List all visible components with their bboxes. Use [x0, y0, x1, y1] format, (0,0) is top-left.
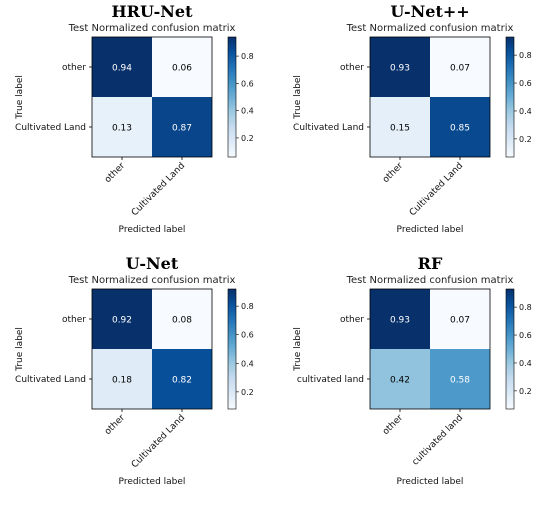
- y-tick-label: cultivated land: [297, 375, 364, 385]
- matrix-cell: [152, 289, 212, 349]
- colorbar-tick-label: 0.2: [519, 387, 532, 396]
- matrix-cell: [92, 97, 152, 157]
- colorbar-tick-label: 0.8: [241, 302, 254, 311]
- matrix-cell: [92, 37, 152, 97]
- colorbar-tick-label: 0.4: [519, 107, 532, 116]
- cell-value-label: 0.94: [112, 64, 132, 74]
- y-tick-label: Cultivated Land: [15, 123, 86, 133]
- cell-value-label: 0.58: [450, 376, 470, 386]
- colorbar-tick-label: 0.4: [519, 359, 532, 368]
- matrix-cell: [92, 349, 152, 409]
- x-tick-label: other: [103, 413, 127, 437]
- colorbar-tick-label: 0.6: [519, 79, 532, 88]
- x-tick-label: cultivated land: [411, 413, 466, 468]
- colorbar-tick-label: 0.8: [241, 52, 254, 61]
- cell-value-label: 0.85: [450, 124, 470, 134]
- x-tick-label: Cultivated Land: [408, 161, 465, 218]
- confusion-matrix-chart: HRU-Net Test Normalized confusion matrix 0…: [15, 2, 254, 235]
- cell-value-label: 0.92: [112, 316, 132, 326]
- matrix-cell: [152, 349, 212, 409]
- y-tick-label: other: [340, 315, 364, 325]
- cell-value-label: 0.07: [450, 64, 470, 74]
- model-heading: U-Net: [126, 254, 179, 273]
- matrix-cell: [152, 37, 212, 97]
- confusion-matrix-panel-2: U-Net++ Test Normalized confusion matrix 0…: [278, 0, 550, 254]
- model-heading: U-Net++: [390, 2, 469, 21]
- matrix-cell: [430, 37, 490, 97]
- matrix-cell: [370, 349, 430, 409]
- colorbar-tick-label: 0.6: [241, 331, 254, 340]
- x-axis-label: Predicted label: [397, 225, 464, 235]
- cell-value-label: 0.93: [390, 64, 410, 74]
- chart-title: Test Normalized confusion matrix: [68, 275, 236, 286]
- y-axis-label: True label: [293, 75, 303, 120]
- chart-title: Test Normalized confusion matrix: [346, 23, 514, 34]
- colorbar-tick-label: 0.6: [519, 331, 532, 340]
- confusion-matrix-panel-4: RF Test Normalized confusion matrix 0.93 0.…: [278, 252, 550, 506]
- matrix-cell: [370, 289, 430, 349]
- colorbar-tick-label: 0.4: [241, 359, 254, 368]
- cell-value-label: 0.82: [172, 376, 192, 386]
- colorbar-tick-label: 0.8: [519, 303, 532, 312]
- cell-value-label: 0.07: [450, 316, 470, 326]
- cell-value-label: 0.93: [390, 316, 410, 326]
- x-tick-label: other: [381, 413, 405, 437]
- matrix-cell: [430, 97, 490, 157]
- x-tick-label: Cultivated Land: [130, 413, 187, 470]
- colorbar-tick-label: 0.6: [241, 79, 254, 88]
- x-axis-label: Predicted label: [119, 477, 186, 487]
- confusion-matrix-chart: U-Net Test Normalized confusion matrix 0.9…: [15, 254, 254, 487]
- x-tick-label: other: [103, 161, 127, 185]
- cell-value-label: 0.15: [390, 124, 410, 134]
- confusion-matrix-panel-3: U-Net Test Normalized confusion matrix 0.9…: [0, 252, 272, 506]
- y-tick-label: Cultivated Land: [15, 375, 86, 385]
- cell-value-label: 0.87: [172, 124, 192, 134]
- colorbar: [505, 288, 515, 410]
- matrix-cell: [430, 349, 490, 409]
- model-heading: HRU-Net: [112, 2, 194, 21]
- y-tick-label: other: [62, 63, 86, 73]
- confusion-matrix-panel-1: HRU-Net Test Normalized confusion matrix 0…: [0, 0, 272, 254]
- x-axis-label: Predicted label: [119, 225, 186, 235]
- cell-value-label: 0.42: [390, 376, 410, 386]
- y-tick-label: other: [62, 315, 86, 325]
- cell-value-label: 0.13: [112, 124, 132, 134]
- colorbar: [227, 288, 237, 410]
- colorbar-tick-label: 0.2: [519, 135, 532, 144]
- confusion-matrix-chart: U-Net++ Test Normalized confusion matrix 0…: [293, 2, 532, 235]
- confusion-matrix-chart: RF Test Normalized confusion matrix 0.93 0.…: [293, 254, 532, 487]
- cell-value-label: 0.18: [112, 376, 132, 386]
- y-tick-label: other: [340, 63, 364, 73]
- x-tick-label: Cultivated Land: [130, 161, 187, 218]
- cell-value-label: 0.06: [172, 64, 192, 74]
- cell-value-label: 0.08: [172, 316, 192, 326]
- y-tick-label: Cultivated Land: [293, 123, 364, 133]
- chart-title: Test Normalized confusion matrix: [346, 275, 514, 286]
- matrix-cell: [152, 97, 212, 157]
- colorbar: [227, 36, 237, 158]
- x-tick-label: other: [381, 161, 405, 185]
- colorbar-tick-label: 0.4: [241, 107, 254, 116]
- matrix-cell: [92, 289, 152, 349]
- matrix-cell: [430, 289, 490, 349]
- colorbar-tick-label: 0.2: [241, 134, 254, 143]
- y-axis-label: True label: [15, 75, 25, 120]
- colorbar-tick-label: 0.2: [241, 388, 254, 397]
- colorbar: [505, 36, 515, 158]
- x-axis-label: Predicted label: [397, 477, 464, 487]
- y-axis-label: True label: [293, 327, 303, 372]
- matrix-cell: [370, 37, 430, 97]
- model-heading: RF: [418, 254, 443, 273]
- chart-title: Test Normalized confusion matrix: [68, 23, 236, 34]
- matrix-cell: [370, 97, 430, 157]
- colorbar-tick-label: 0.8: [519, 51, 532, 60]
- y-axis-label: True label: [15, 327, 25, 372]
